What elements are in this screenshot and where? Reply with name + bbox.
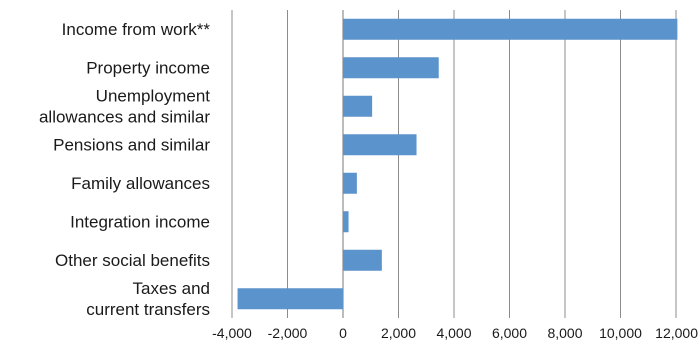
bar xyxy=(343,172,357,194)
x-tick-label: 12,000 xyxy=(655,325,698,341)
bar xyxy=(343,57,439,79)
bar xyxy=(237,288,343,310)
bar xyxy=(343,249,382,271)
bar xyxy=(343,18,678,40)
category-label: current transfers xyxy=(86,300,210,319)
bar xyxy=(343,95,373,117)
category-label: Pensions and similar xyxy=(53,135,210,154)
category-label: allowances and similar xyxy=(39,107,210,126)
bars xyxy=(237,18,678,310)
x-tick-label: 10,000 xyxy=(599,325,642,341)
x-tick-labels: -4,000 -2,000 0 2,000 4,000 6,000 8,000 10,000 1… xyxy=(212,325,698,341)
category-label: Family allowances xyxy=(71,174,210,193)
bar xyxy=(343,211,349,233)
category-label: Integration income xyxy=(70,212,210,231)
bar xyxy=(343,134,417,156)
x-tick-label: -4,000 xyxy=(212,325,252,341)
x-tick-label: -2,000 xyxy=(268,325,308,341)
x-tick-label: 6,000 xyxy=(492,325,527,341)
category-label: Taxes and xyxy=(133,279,211,298)
x-tick-label: 2,000 xyxy=(381,325,416,341)
x-tick-label: 0 xyxy=(339,325,347,341)
category-label: Property income xyxy=(86,58,210,77)
category-label: Income from work** xyxy=(62,20,211,39)
category-labels: Income from work** Property income Unemplo… xyxy=(39,20,210,319)
x-tick-label: 4,000 xyxy=(436,325,471,341)
category-label: Unemployment xyxy=(96,86,211,105)
grid-lines xyxy=(231,10,677,318)
category-label: Other social benefits xyxy=(55,251,210,270)
x-tick-label: 8,000 xyxy=(547,325,582,341)
